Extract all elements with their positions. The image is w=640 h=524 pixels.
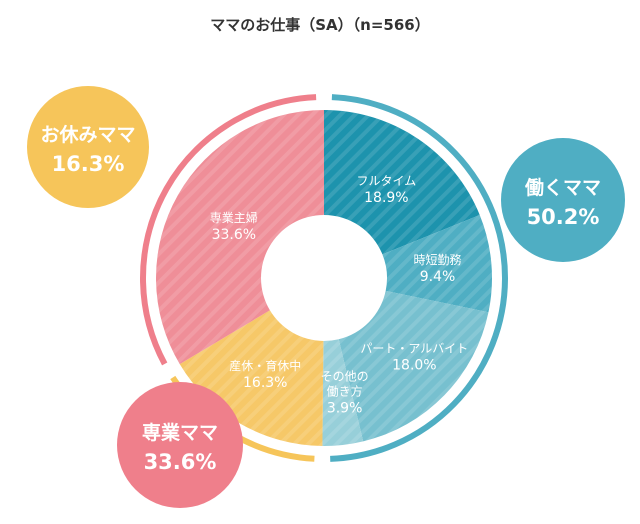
slice-3-label: パート・アルバイト (360, 342, 468, 356)
group-ring-1 (330, 94, 508, 462)
group-badge-2-value: 16.3% (52, 152, 125, 176)
group-badge-1-label: 働くママ (524, 176, 601, 199)
slice-4-value: 3.9% (327, 400, 363, 416)
slice-6-texture (155, 110, 324, 365)
slice-5-texture (179, 310, 324, 446)
slice-2-texture (382, 214, 493, 313)
group-ring-3 (140, 94, 317, 366)
slice-4-label: その他の働き方 (321, 369, 369, 398)
slice-1-value: 18.9% (364, 190, 408, 206)
slice-3-value: 18.0% (392, 358, 436, 374)
slice-4-texture (322, 339, 364, 446)
group-badge-2 (27, 86, 149, 208)
group-badge-1 (501, 138, 625, 262)
slice-1-label: フルタイム (356, 174, 416, 188)
slice-3-texture (338, 290, 489, 442)
slice-2-label: 時短勤務 (414, 253, 462, 267)
group-badge-2-label: お休みママ (40, 124, 135, 146)
group-badge-3-value: 33.6% (144, 450, 217, 474)
group-badge-3 (117, 382, 243, 508)
slice-5-label: 産休・育休中 (229, 358, 301, 373)
slice-5-value: 16.3% (243, 375, 287, 391)
group-badge-1-value: 50.2% (527, 205, 600, 229)
slice-1-texture (324, 110, 480, 255)
chart-title: ママのお仕事（SA）（n=566） (210, 16, 430, 34)
group-badge-3-label: 専業ママ (142, 421, 218, 444)
slice-6-value: 33.6% (212, 227, 256, 243)
slice-2-value: 9.4% (420, 269, 456, 285)
slice-6-label: 専業主婦 (210, 210, 258, 225)
